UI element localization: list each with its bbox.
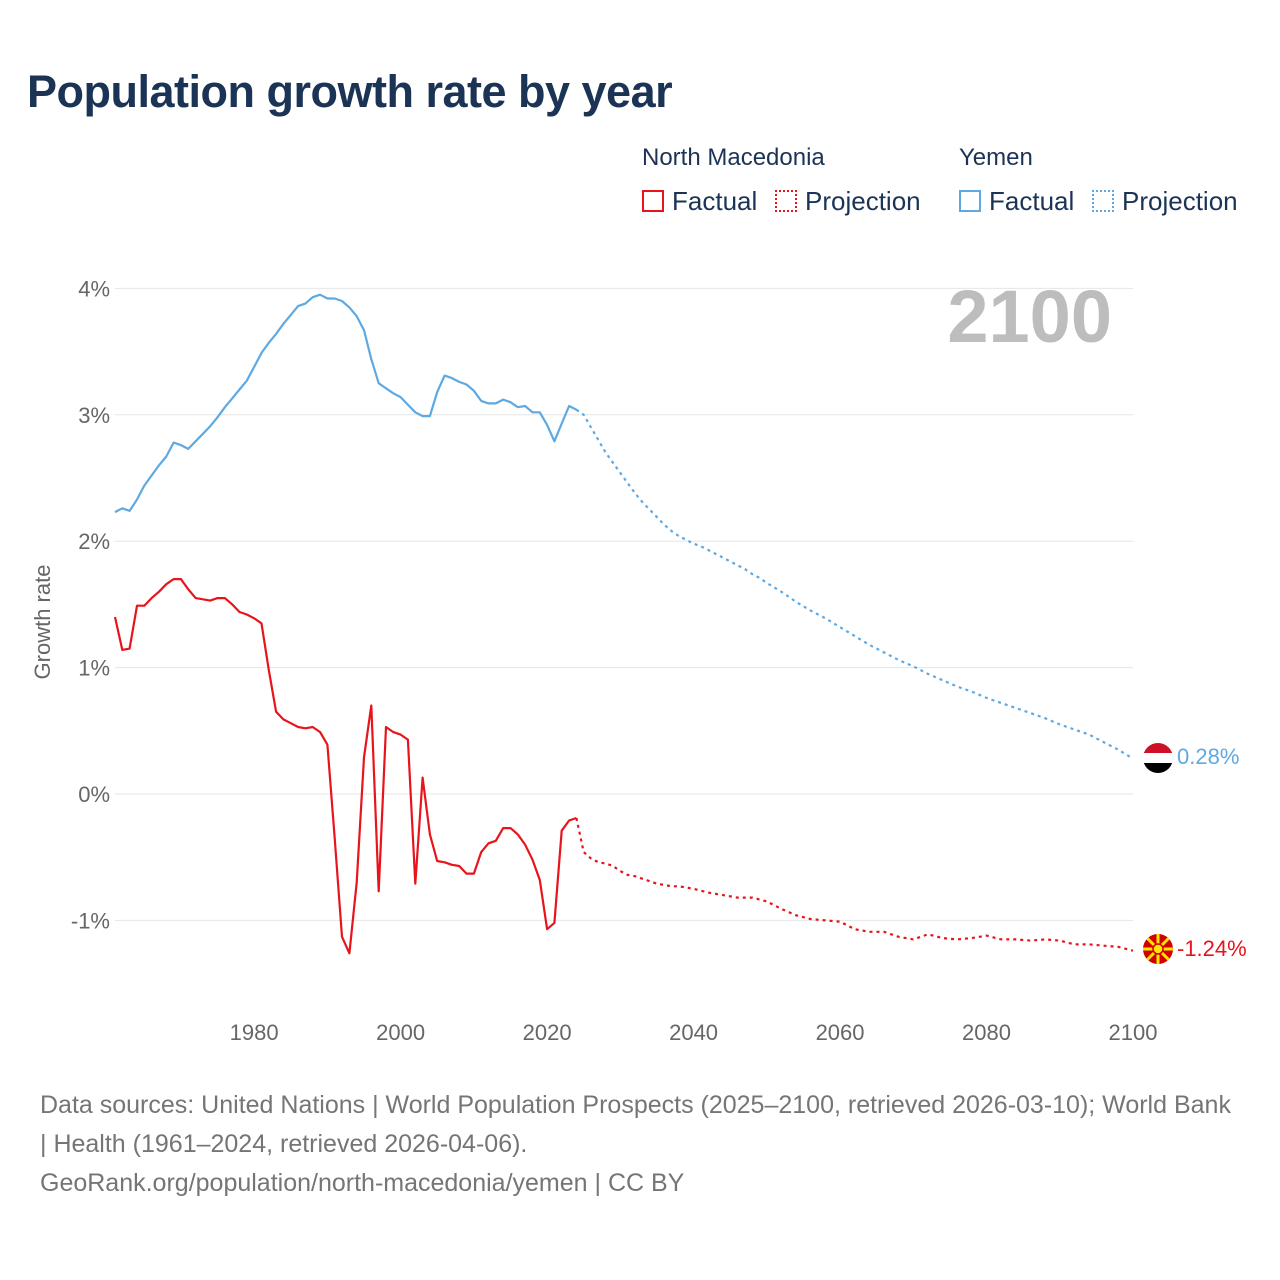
- x-tick-label: 2100: [1109, 1020, 1158, 1045]
- y-tick-label: 1%: [78, 656, 110, 681]
- north-macedonia-flag-icon: [1143, 934, 1173, 964]
- y-tick-label: 4%: [78, 276, 110, 301]
- y-tick-label: 3%: [78, 403, 110, 428]
- legend-swatch-solid: [642, 190, 664, 212]
- legend-item-north-macedonia-projection[interactable]: Projection: [775, 186, 921, 216]
- legend-item-yemen-factual[interactable]: Factual: [959, 186, 1074, 216]
- yemen-projection-line: [575, 408, 1134, 760]
- x-tick-label: 2040: [669, 1020, 718, 1045]
- chart-title: Population growth rate by year: [27, 66, 673, 117]
- year-watermark: 2100: [947, 275, 1112, 358]
- x-tick-label: 2020: [523, 1020, 572, 1045]
- x-tick-label: 2060: [816, 1020, 865, 1045]
- end-label-yemen: 0.28%: [1177, 744, 1239, 769]
- legend-label: Projection: [805, 185, 921, 216]
- y-tick-label: 0%: [78, 782, 110, 807]
- legend-swatch-dotted: [775, 190, 797, 212]
- legend-swatch-solid: [959, 190, 981, 212]
- legend-title-north-macedonia: North Macedonia: [642, 144, 825, 171]
- yemen-flag-icon: [1143, 743, 1173, 773]
- legend-item-north-macedonia-factual[interactable]: Factual: [642, 186, 757, 216]
- x-tick-label: 2000: [376, 1020, 425, 1045]
- source-link[interactable]: GeoRank.org/population/north-macedonia/y…: [40, 1169, 685, 1197]
- legend-item-yemen-projection[interactable]: Projection: [1092, 186, 1238, 216]
- y-tick-label: 2%: [78, 529, 110, 554]
- x-tick-label: 2080: [962, 1020, 1011, 1045]
- x-tick-label: 1980: [230, 1020, 279, 1045]
- yemen-factual-line: [114, 293, 577, 514]
- north_macedonia-projection-line: [575, 817, 1134, 952]
- legend-label: Projection: [1122, 185, 1238, 216]
- end-label-north-macedonia: -1.24%: [1177, 936, 1247, 961]
- data-sources: Data sources: United Nations | World Pop…: [40, 1091, 1231, 1158]
- legend-swatch-dotted: [1092, 190, 1114, 212]
- legend-label: Factual: [989, 185, 1075, 216]
- north_macedonia-factual-line: [113, 577, 577, 955]
- line-chart: -1% 0% 1% 2% 3% 4% 1980 2000 2020 2040 2060 2080 210…: [30, 275, 1247, 1045]
- legend-title-yemen: Yemen: [959, 144, 1033, 171]
- y-axis-label: Growth rate: [30, 565, 55, 680]
- y-tick-label: -1%: [71, 908, 110, 933]
- legend-label: Factual: [672, 185, 758, 216]
